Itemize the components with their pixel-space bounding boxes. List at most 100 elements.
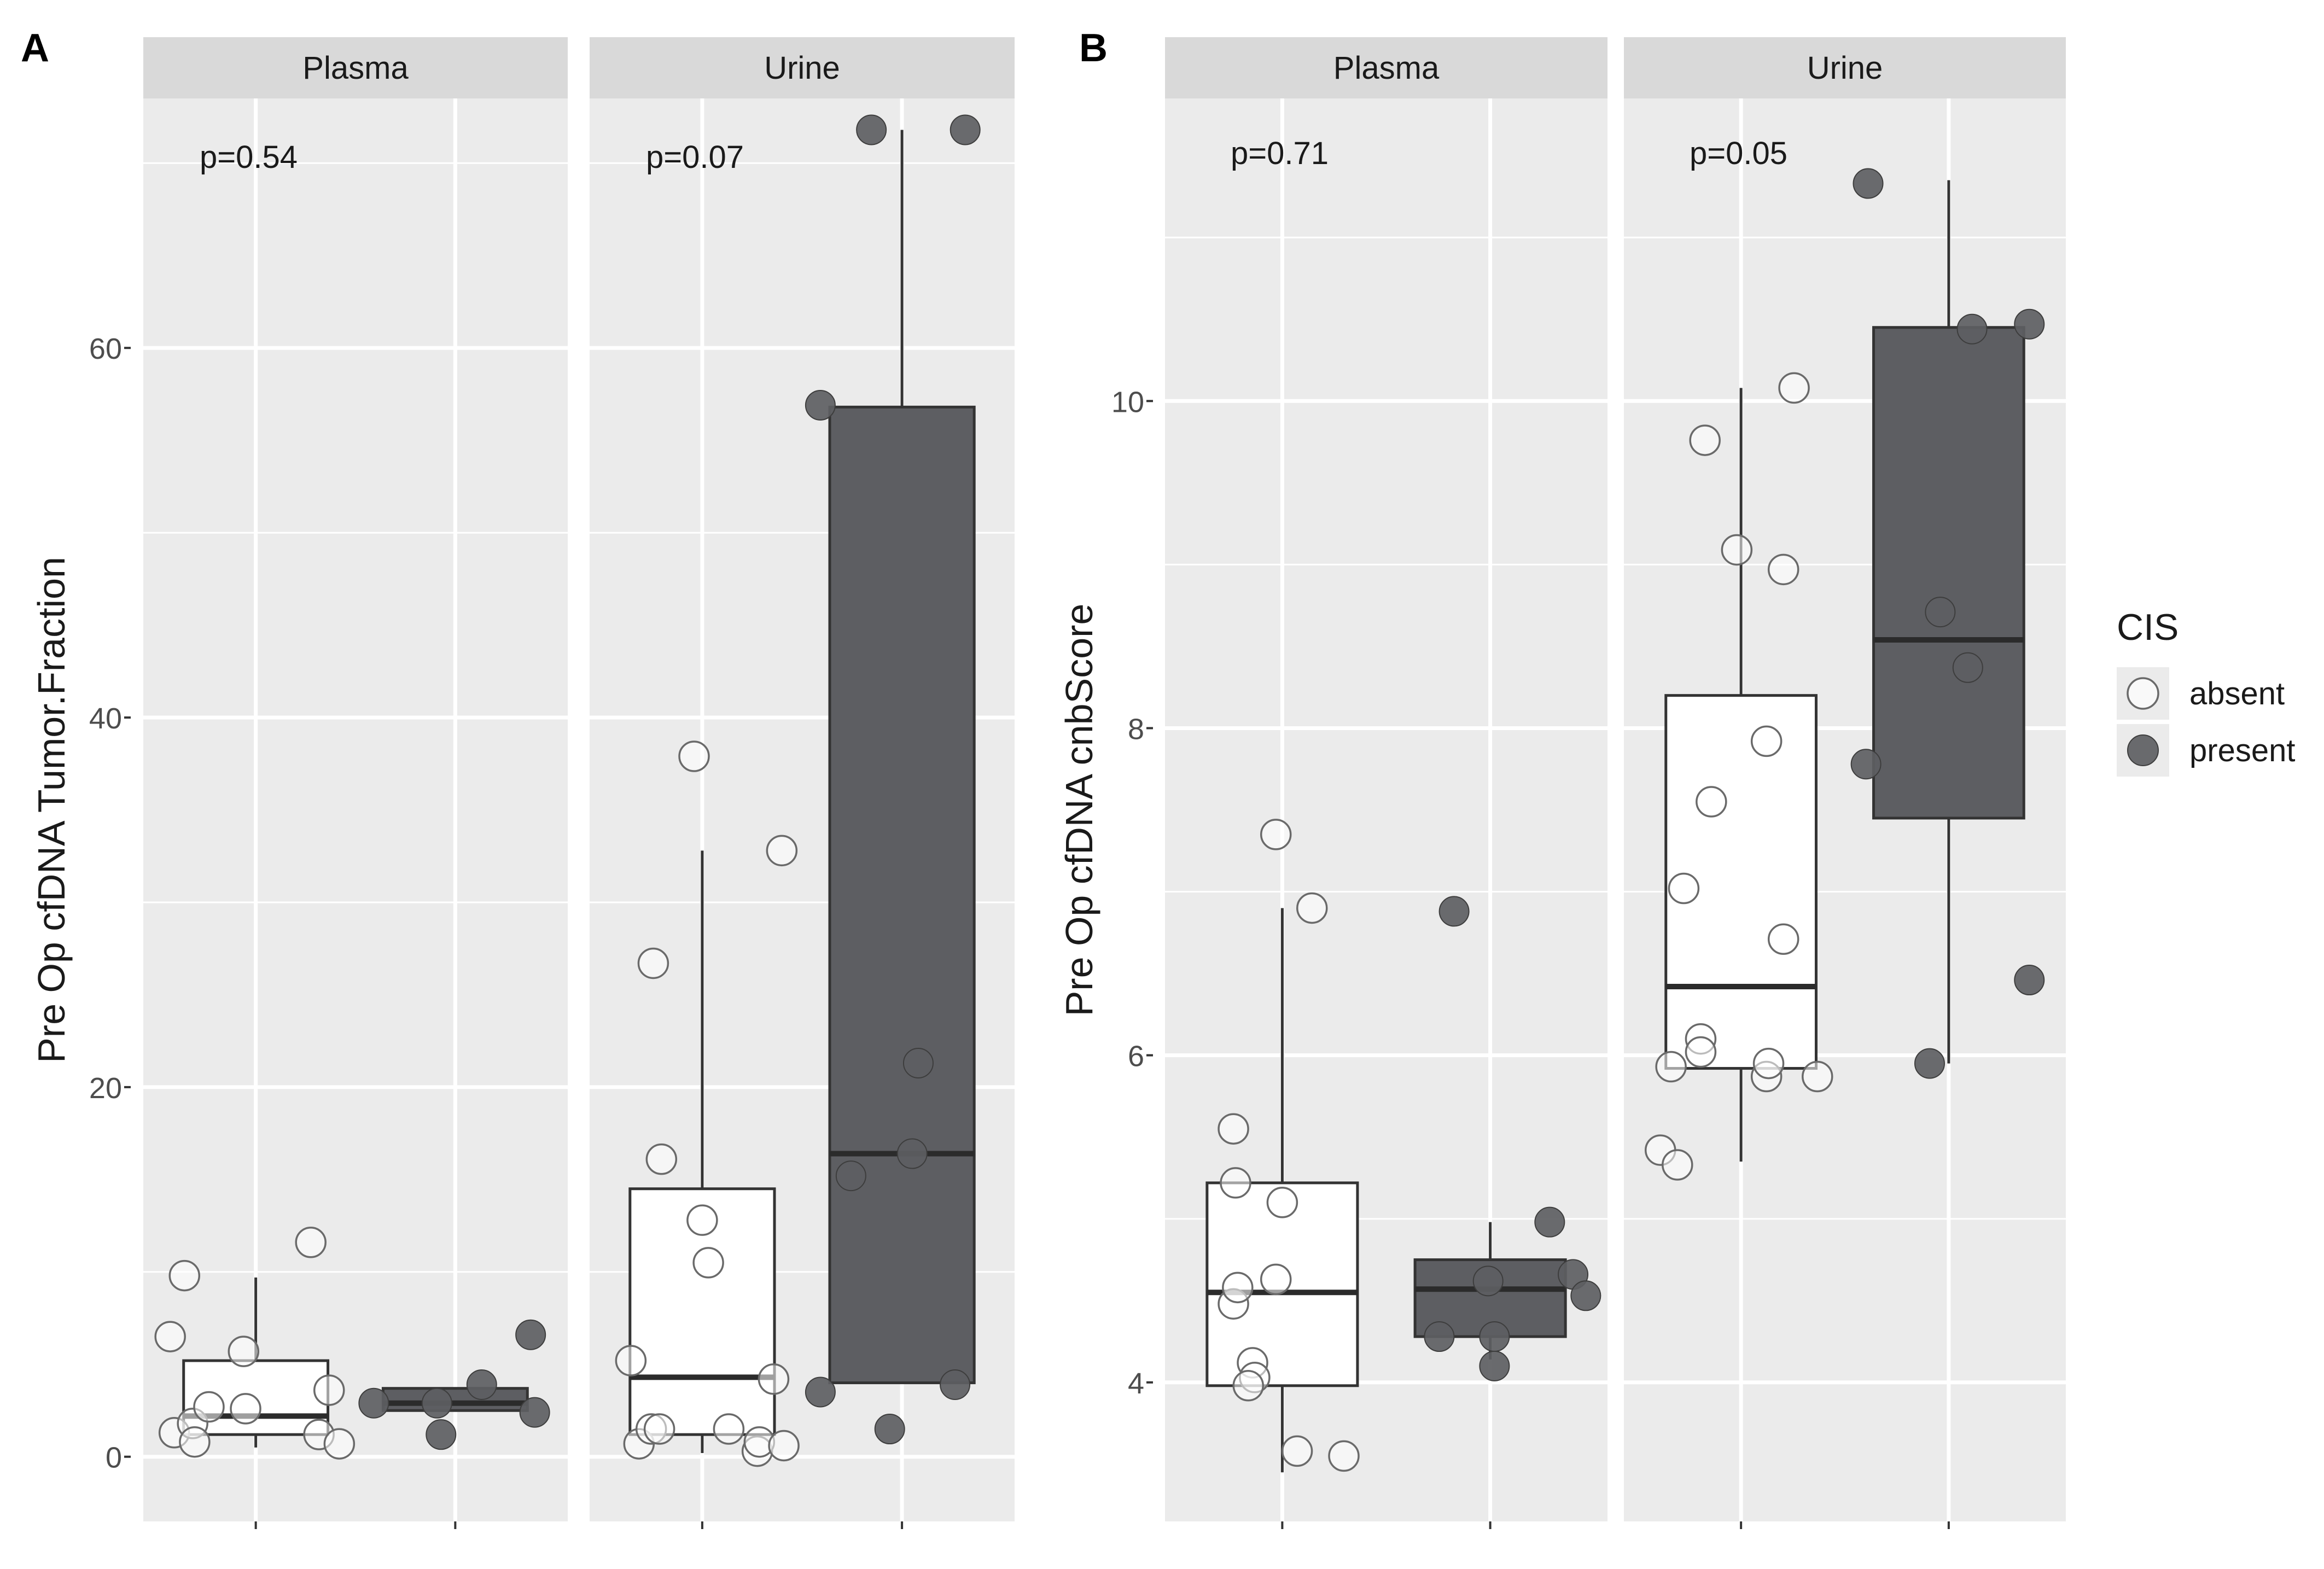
data-point [1721,534,1753,566]
facet-strip-label: Plasma [1333,50,1440,86]
facet-urine: Urine p=0.07 [590,37,1015,1529]
y-tick-label: 8 [1128,713,1144,745]
data-point [758,1363,790,1395]
data-point [1662,1149,1693,1181]
data-point [766,835,798,867]
data-point [154,1321,186,1352]
data-point [1220,1167,1251,1199]
data-point [1479,1321,1510,1352]
group-absent [1644,372,1833,1181]
data-point [950,114,981,145]
data-point [313,1374,345,1406]
data-point [1925,597,1956,628]
data-point [692,1247,724,1279]
y-tick-label: 40 [89,702,122,735]
data-point [1956,313,1988,345]
data-point [678,740,710,772]
y-tick-label: 0 [106,1442,122,1474]
data-point [637,947,669,979]
data-point [2014,308,2045,340]
data-point [1850,749,1882,780]
plot-panel [143,98,568,1521]
data-point [805,389,836,421]
facet-strip-label: Urine [1807,50,1883,86]
data-point [713,1413,745,1445]
data-point [1801,1060,1833,1093]
data-point [421,1387,452,1419]
data-point [179,1426,211,1458]
data-point [1266,1187,1298,1218]
facet-plasma: Plasma p=0.71 [1165,37,1607,1529]
panel-letter: A [21,26,49,70]
data-point [874,1414,905,1445]
box-iqr [381,1387,529,1412]
data-point [643,1413,675,1445]
data-point [1752,1047,1785,1080]
data-point [1296,892,1328,924]
panel-a: A Pre Op cfDNA Tumor.Fraction 0 20 40 60 Plasm… [21,26,1015,1529]
data-point [1534,1206,1565,1238]
y-tick-label: 20 [89,1072,122,1105]
data-point [1281,1435,1313,1467]
data-point [228,1335,260,1367]
data-point [1570,1280,1601,1311]
data-point [1696,786,1727,818]
data-point [1750,725,1783,757]
data-point [1218,1113,1249,1145]
data-point [1424,1321,1455,1352]
legend-label: present [2189,733,2295,768]
facet-strip [1165,37,1607,98]
p-value-label: p=0.07 [646,139,744,175]
y-tick-label: 10 [1111,386,1144,418]
chart-root: A Pre Op cfDNA Tumor.Fraction 0 20 40 60 Plasm… [21,26,2295,1529]
data-point [768,1430,800,1462]
box-iqr [1872,326,2025,820]
data-point [295,1226,327,1258]
y-axis-label: Pre Op cfDNA Tumor.Fraction [30,557,73,1063]
facet-strip-label: Urine [764,50,840,86]
data-point [902,1047,934,1078]
y-tick-label: 6 [1128,1040,1144,1073]
data-point [615,1345,647,1376]
data-point [1853,168,1884,199]
p-value-label: p=0.05 [1690,136,1787,171]
p-value-label: p=0.54 [200,139,298,175]
data-point [323,1428,356,1460]
group-present [805,114,981,1445]
group-present [1850,168,2045,1079]
data-point [1222,1271,1254,1304]
facet-urine: Urine p=0.05 [1624,37,2066,1529]
data-point [1472,1265,1504,1297]
data-point [2014,965,2045,996]
box-iqr [828,405,976,1385]
data-point [515,1319,546,1350]
legend: CIS absent present [2117,606,2295,777]
y-tick-label: 4 [1128,1367,1144,1400]
y-tick-label: 60 [89,333,122,365]
facet-strip [143,37,568,98]
group-present [1413,896,1601,1381]
legend-label: absent [2189,676,2285,711]
data-point [1952,652,1983,683]
data-point [1479,1350,1510,1381]
data-point [426,1419,457,1450]
data-point [1668,872,1700,905]
data-point [1689,424,1721,456]
data-point [1655,1051,1687,1083]
data-point [805,1376,836,1408]
data-point [1914,1048,1945,1079]
data-point [1232,1370,1265,1402]
group-absent [154,1226,356,1460]
facet-strip [590,37,1015,98]
facet-strip-label: Plasma [302,50,409,86]
panel-letter: B [1079,26,1108,70]
facet-plasma: Plasma p=0.54 [143,37,568,1529]
data-point [358,1387,389,1419]
data-point [1260,819,1292,850]
data-point [168,1259,201,1292]
legend-key-absent [2127,677,2159,710]
group-absent [1205,819,1360,1473]
data-point [835,1160,866,1192]
facet-strip [1624,37,2066,98]
